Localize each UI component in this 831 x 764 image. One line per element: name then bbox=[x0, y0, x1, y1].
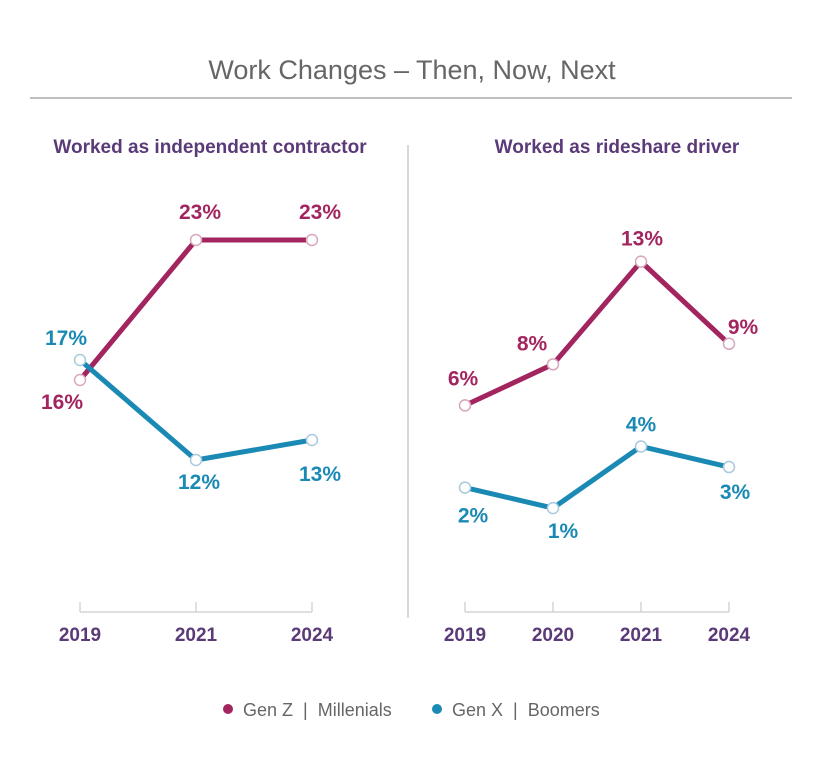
data-point bbox=[634, 255, 648, 268]
data-label: 23% bbox=[299, 201, 341, 224]
panel-title: Worked as rideshare driver bbox=[495, 137, 740, 158]
data-point bbox=[305, 233, 319, 247]
legend-item: Gen Z | Millenials bbox=[223, 700, 392, 720]
data-label: 4% bbox=[626, 413, 657, 436]
data-point bbox=[189, 233, 203, 247]
data-label: 16% bbox=[41, 391, 83, 414]
chart-panels: Worked as independent contractor 2019 2021… bbox=[41, 137, 759, 646]
legend-label: Gen X | Boomers bbox=[452, 700, 600, 720]
legend-marker bbox=[223, 704, 233, 714]
data-point bbox=[722, 337, 736, 351]
legend: Gen Z | Millenials Gen X | Boomers bbox=[223, 700, 600, 720]
x-tick-label: 2024 bbox=[291, 625, 334, 646]
chart-panel-2: Worked as rideshare driver 2019 2020 2021 20… bbox=[444, 137, 759, 646]
x-tick-label: 2019 bbox=[444, 625, 486, 646]
data-label: 13% bbox=[621, 228, 663, 251]
x-tick-label: 2020 bbox=[532, 625, 574, 646]
data-point bbox=[189, 453, 203, 467]
data-label: 3% bbox=[720, 481, 751, 504]
data-point bbox=[458, 481, 472, 494]
chart-title: Work Changes – Then, Now, Next bbox=[208, 55, 616, 85]
chart-panel-1: Worked as independent contractor 2019 2021… bbox=[41, 137, 367, 646]
series-line bbox=[462, 259, 732, 408]
data-label: 1% bbox=[548, 520, 579, 543]
legend-label: Gen Z | Millenials bbox=[243, 700, 392, 720]
panel-title: Worked as independent contractor bbox=[53, 137, 367, 158]
series-line bbox=[462, 443, 732, 511]
series-line bbox=[77, 357, 315, 463]
data-point bbox=[458, 399, 472, 412]
data-point bbox=[722, 460, 736, 474]
x-tick-label: 2024 bbox=[708, 625, 751, 646]
x-tick-label: 2021 bbox=[175, 625, 218, 646]
data-point bbox=[73, 353, 87, 367]
data-point bbox=[546, 358, 560, 371]
data-point bbox=[634, 440, 648, 453]
x-tick-label: 2021 bbox=[620, 625, 663, 646]
data-label: 17% bbox=[45, 327, 87, 350]
data-label: 12% bbox=[178, 471, 220, 494]
data-label: 2% bbox=[458, 505, 489, 528]
legend-item: Gen X | Boomers bbox=[432, 700, 600, 720]
data-label: 13% bbox=[299, 463, 341, 486]
data-point bbox=[546, 501, 560, 515]
data-label: 9% bbox=[728, 316, 759, 339]
data-point bbox=[73, 373, 87, 387]
legend-marker bbox=[432, 704, 442, 714]
series-line bbox=[77, 237, 315, 383]
data-label: 6% bbox=[448, 367, 479, 390]
data-label: 8% bbox=[517, 332, 548, 355]
data-point bbox=[305, 433, 319, 447]
x-tick-label: 2019 bbox=[59, 625, 101, 646]
data-label: 23% bbox=[179, 201, 221, 224]
